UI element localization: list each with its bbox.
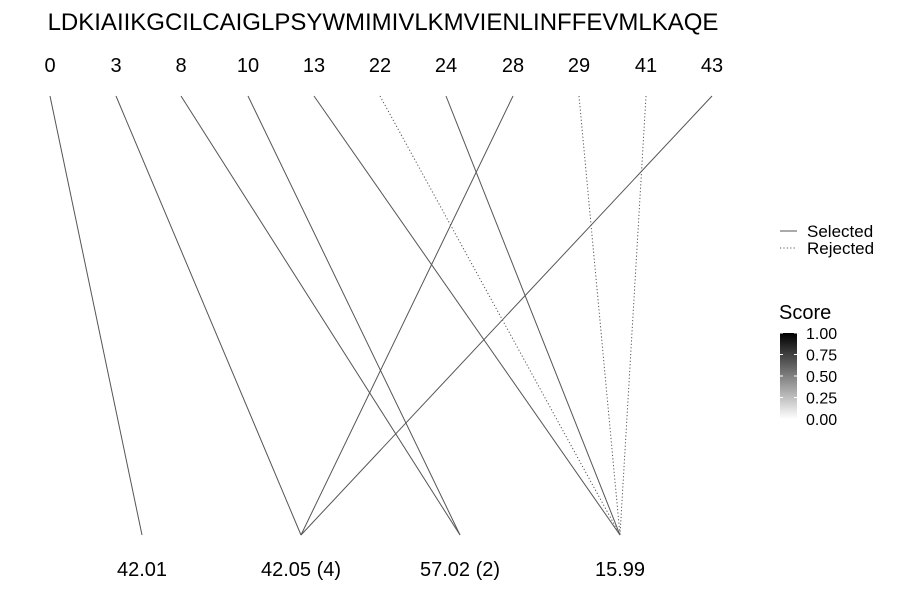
- connection-line-selected: [300, 95, 713, 536]
- connection-line-rejected: [379, 95, 621, 536]
- score-colorbar: [780, 333, 797, 419]
- position-label: 24: [435, 55, 457, 77]
- score-tick-label: 0.75: [806, 348, 837, 365]
- legend-label-rejected: Rejected: [807, 239, 874, 258]
- connection-line-selected: [445, 95, 621, 536]
- mass-label: 42.01: [117, 559, 167, 581]
- position-label: 22: [369, 55, 391, 77]
- score-ticks: 1.00 0.75 0.50 0.25 0.00: [780, 326, 837, 429]
- position-label: 28: [502, 55, 524, 77]
- score-tick-label: 0.25: [806, 391, 837, 408]
- connection-line-selected: [313, 95, 621, 536]
- position-label: 8: [175, 55, 186, 77]
- position-labels: 0 3 8 10 13 22 24 28 29 41 43: [44, 55, 723, 77]
- peptide-sequence: LDKIAIIKGCILCAIGLPSYWMIMIVLKMVIENLINFFEV…: [48, 9, 719, 36]
- connection-line-rejected: [578, 95, 621, 536]
- score-legend-title: Score: [779, 302, 831, 324]
- connection-lines: [49, 95, 713, 536]
- score-tick-label: 1.00: [806, 326, 837, 343]
- connection-line-rejected: [619, 95, 647, 536]
- connection-line-selected: [180, 95, 461, 536]
- mass-label: 42.05 (4): [261, 559, 341, 581]
- score-tick-label: 0.00: [806, 412, 837, 429]
- connection-line-selected: [49, 95, 143, 536]
- position-label: 3: [110, 55, 121, 77]
- position-label: 43: [701, 55, 723, 77]
- connection-line-selected: [247, 95, 461, 536]
- position-label: 0: [44, 55, 55, 77]
- position-label: 13: [303, 55, 325, 77]
- mass-label: 57.02 (2): [420, 559, 500, 581]
- legend-label-selected: Selected: [807, 222, 873, 241]
- mass-labels: 42.01 42.05 (4) 57.02 (2) 15.99: [117, 559, 645, 581]
- connection-line-selected: [300, 95, 514, 536]
- mass-label: 15.99: [595, 559, 645, 581]
- position-label: 41: [635, 55, 657, 77]
- connection-line-selected: [115, 95, 302, 536]
- position-label: 10: [237, 55, 259, 77]
- score-tick-label: 0.50: [806, 369, 837, 386]
- position-label: 29: [568, 55, 590, 77]
- score-legend: Score 1.00 0.75 0.50 0.25 0.00: [779, 302, 837, 429]
